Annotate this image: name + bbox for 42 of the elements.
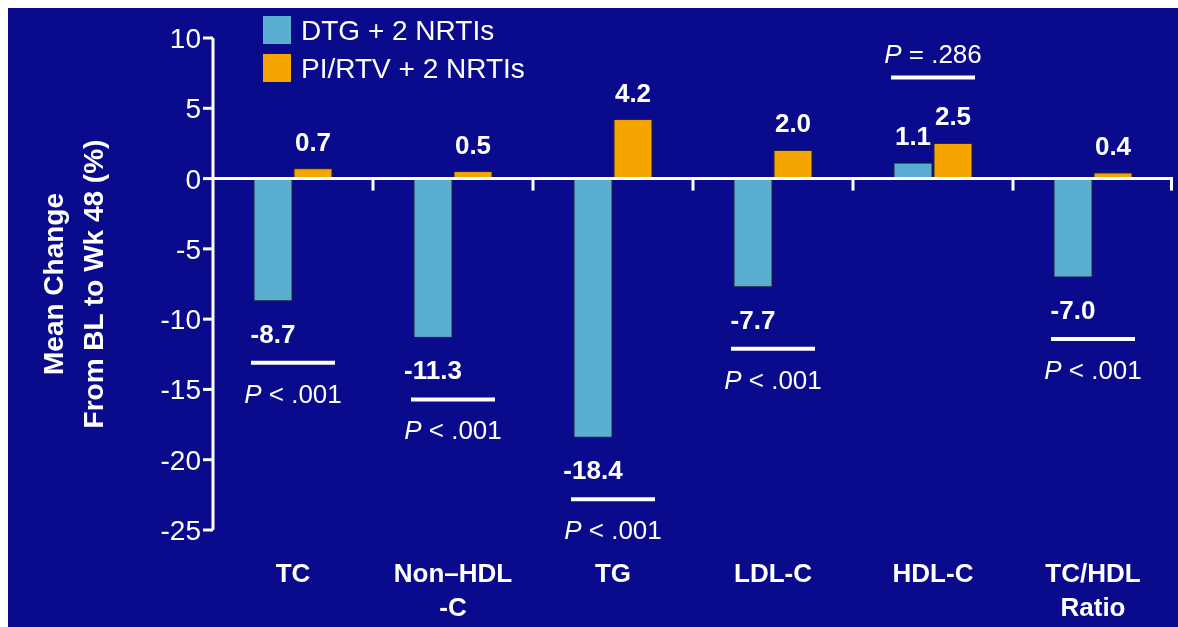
x-tick-label: TC/HDL Ratio [1045, 558, 1141, 622]
bar [773, 149, 813, 180]
data-label: -7.0 [1050, 294, 1096, 325]
data-label: -7.7 [730, 304, 776, 335]
y-tick-label: 0 [185, 163, 201, 195]
annotation: P < .001 [244, 378, 342, 409]
x-tick-label: Non–HDL -C [393, 558, 513, 622]
bar [1053, 178, 1093, 278]
y-tick-label: -15 [160, 374, 201, 406]
data-label: 0.7 [294, 126, 332, 157]
legend-label: DTG + 2 NRTIs [301, 15, 495, 46]
y-tick-label: -25 [160, 514, 201, 546]
data-label: -18.4 [563, 455, 624, 486]
x-tick-label: TG [594, 558, 632, 588]
y-tick-label: 10 [169, 22, 201, 54]
bar [413, 178, 453, 338]
data-label: 0.5 [454, 129, 492, 160]
data-label: 2.5 [934, 101, 972, 132]
bar [253, 178, 293, 302]
annotation: P < .001 [564, 515, 662, 546]
bar [613, 119, 653, 180]
y-axis-title: Mean Change From BL to Wk 48 (%) [38, 139, 109, 429]
legend-label: PI/RTV + 2 NRTIs [301, 53, 525, 84]
y-tick-label: 5 [185, 93, 201, 125]
annotation: P < .001 [404, 415, 502, 446]
bar [573, 178, 613, 438]
bar [733, 178, 773, 288]
y-tick-label: -5 [176, 233, 201, 265]
data-label: 4.2 [614, 77, 652, 108]
x-tick-label: TC [275, 558, 311, 588]
annotation: P < .001 [724, 364, 822, 395]
data-label: -8.7 [250, 318, 296, 349]
annotation: P = .286 [884, 39, 982, 70]
x-tick-label: LDL-C [734, 558, 813, 588]
annotation: P < .001 [1044, 354, 1142, 385]
y-tick-label: -20 [160, 444, 201, 476]
data-label: 2.0 [774, 108, 812, 139]
data-label: -11.3 [404, 355, 462, 386]
x-tick-label: HDL-C [892, 558, 974, 588]
data-label: 1.1 [894, 121, 932, 152]
y-tick-label: -10 [160, 304, 201, 336]
data-label: 0.4 [1094, 130, 1132, 161]
